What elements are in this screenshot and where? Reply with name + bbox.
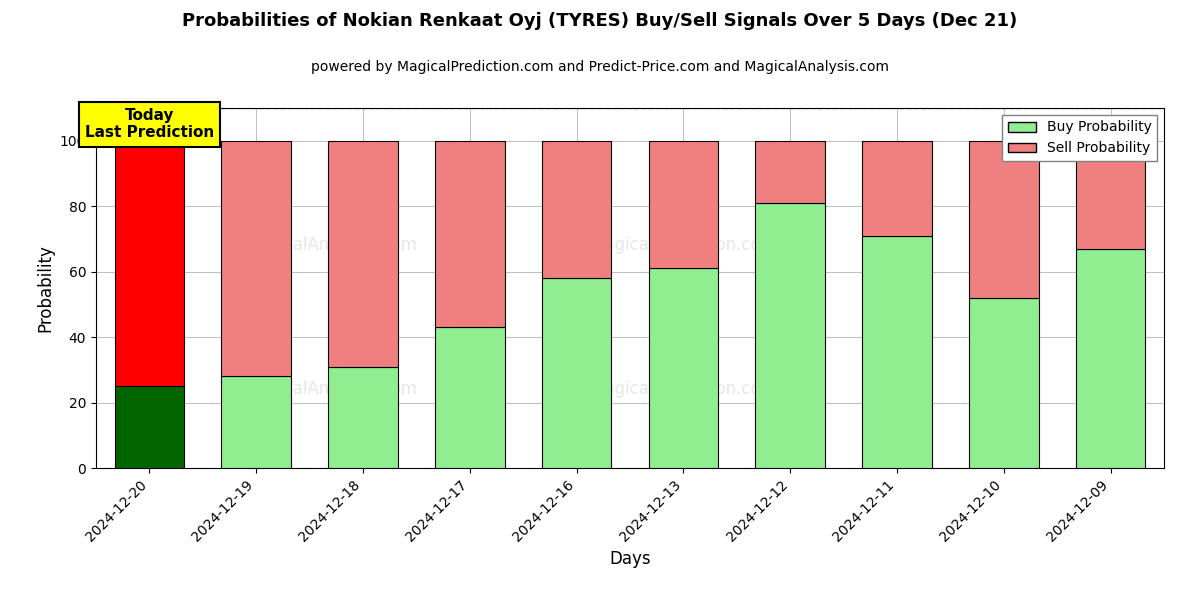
Bar <box>222 376 290 468</box>
Bar <box>436 141 504 327</box>
Legend: Buy Probability, Sell Probability: Buy Probability, Sell Probability <box>1002 115 1157 161</box>
Text: powered by MagicalPrediction.com and Predict-Price.com and MagicalAnalysis.com: powered by MagicalPrediction.com and Pre… <box>311 60 889 74</box>
Bar <box>970 298 1038 468</box>
Bar <box>970 141 1038 298</box>
Bar <box>863 236 931 468</box>
Text: MagicalAnalysis.com: MagicalAnalysis.com <box>245 380 418 398</box>
Bar <box>329 367 397 468</box>
Bar <box>649 141 718 268</box>
Text: MagicalPrediction.com: MagicalPrediction.com <box>590 380 776 398</box>
Text: MagicalAnalysis.com: MagicalAnalysis.com <box>245 236 418 254</box>
Text: MagicalPrediction.com: MagicalPrediction.com <box>590 236 776 254</box>
Bar <box>1076 249 1145 468</box>
Bar <box>756 203 824 468</box>
Bar <box>436 327 504 468</box>
Bar <box>222 141 290 376</box>
Bar <box>863 141 931 236</box>
Bar <box>756 141 824 203</box>
Text: Today
Last Prediction: Today Last Prediction <box>85 108 214 140</box>
Bar <box>649 268 718 468</box>
Y-axis label: Probability: Probability <box>36 244 54 332</box>
Bar <box>115 386 184 468</box>
Text: Probabilities of Nokian Renkaat Oyj (TYRES) Buy/Sell Signals Over 5 Days (Dec 21: Probabilities of Nokian Renkaat Oyj (TYR… <box>182 12 1018 30</box>
Bar <box>115 141 184 386</box>
X-axis label: Days: Days <box>610 550 650 568</box>
Bar <box>329 141 397 367</box>
Bar <box>1076 141 1145 249</box>
Bar <box>542 141 611 278</box>
Bar <box>542 278 611 468</box>
